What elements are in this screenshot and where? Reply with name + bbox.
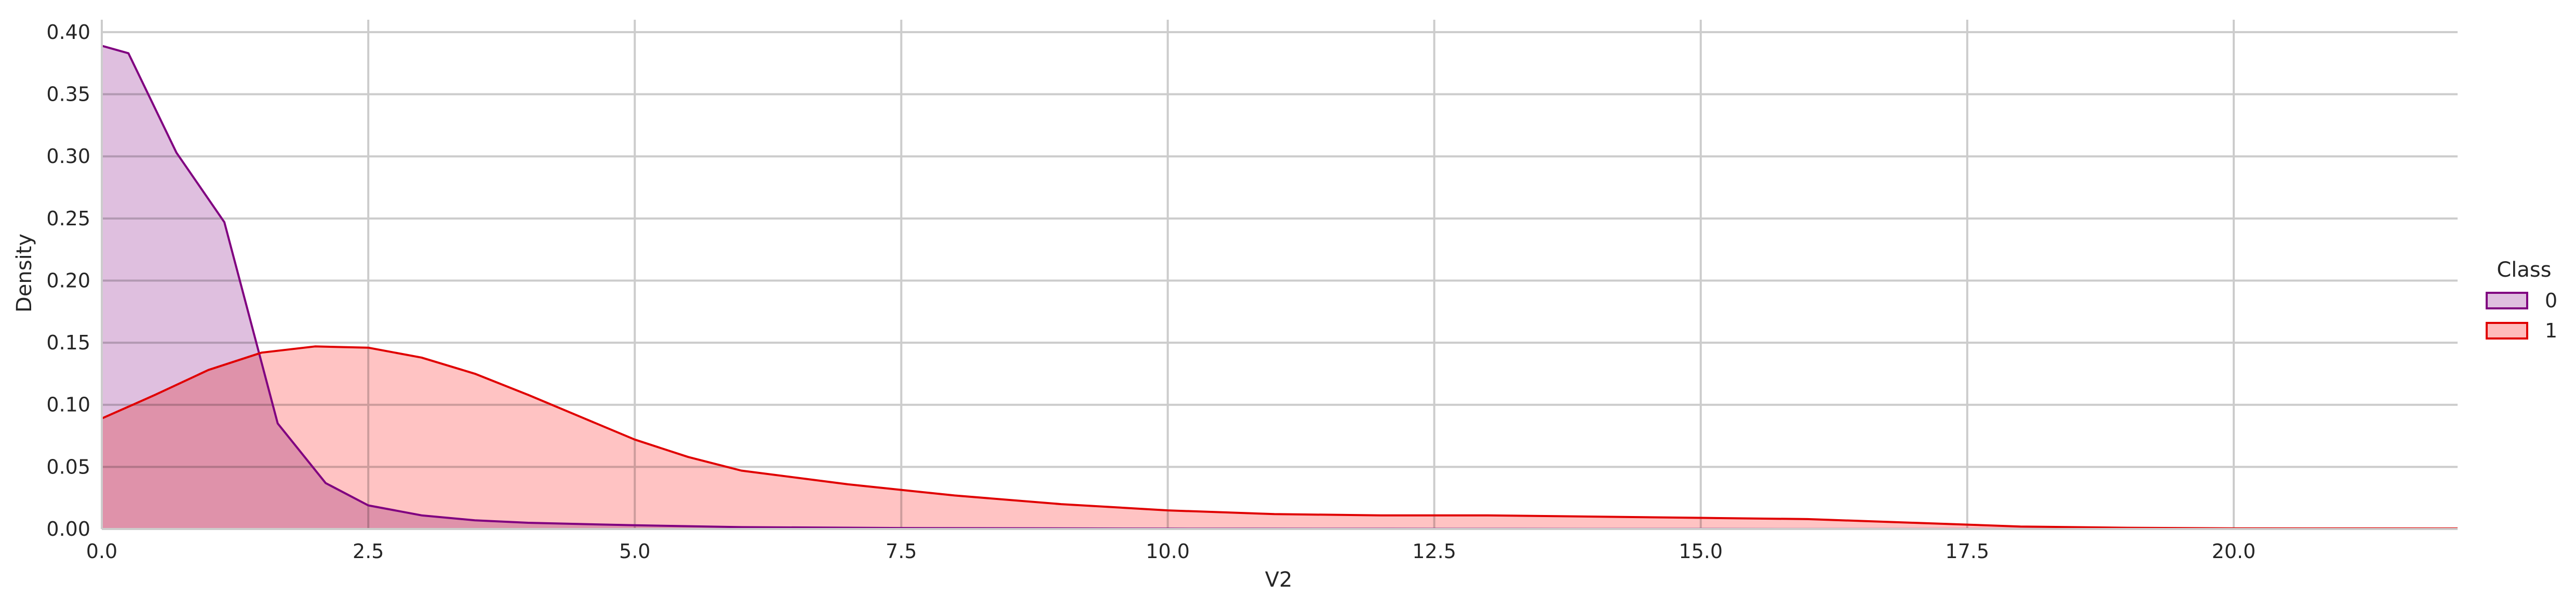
x-tick-label: 7.5 <box>886 540 917 563</box>
legend-label-class-0: 0 <box>2545 289 2557 312</box>
x-axis-label: V2 <box>1265 568 1293 592</box>
area-layer <box>102 46 2458 529</box>
x-tick-label: 12.5 <box>1412 540 1456 563</box>
x-tick-label: 15.0 <box>1679 540 1723 563</box>
y-tick-label: 0.20 <box>46 269 90 292</box>
grid-layer <box>101 20 2458 529</box>
legend-label-class-1: 1 <box>2545 319 2557 342</box>
y-tick-label: 0.30 <box>46 145 90 168</box>
legend-swatch-class-0 <box>2486 292 2528 309</box>
x-tick-label: 10.0 <box>1146 540 1190 563</box>
y-tick-label: 0.15 <box>46 331 90 354</box>
density-area-class-1 <box>102 346 2458 529</box>
y-axis-label: Density <box>12 234 36 313</box>
y-tick-label: 0.10 <box>46 394 90 416</box>
legend-swatch-class-1 <box>2486 322 2528 340</box>
x-tick-label: 5.0 <box>619 540 650 563</box>
legend: Class 0 1 <box>2486 258 2557 342</box>
y-tick-label: 0.40 <box>46 21 90 44</box>
y-tick-label: 0.00 <box>46 518 90 540</box>
x-tick-label: 2.5 <box>353 540 384 563</box>
y-tick-label: 0.25 <box>46 207 90 230</box>
axis-layer: 0.0 2.5 5.0 7.5 10.0 12.5 15.0 17.5 20.0 0.00 0.05… <box>46 20 2458 563</box>
x-tick-label: 17.5 <box>1946 540 1990 563</box>
x-tick-label: 0.0 <box>86 540 117 563</box>
x-tick-label: 20.0 <box>2212 540 2256 563</box>
legend-title: Class <box>2497 258 2551 282</box>
y-tick-label: 0.35 <box>46 83 90 106</box>
y-tick-label: 0.05 <box>46 455 90 478</box>
density-line-class-1 <box>101 345 2458 530</box>
